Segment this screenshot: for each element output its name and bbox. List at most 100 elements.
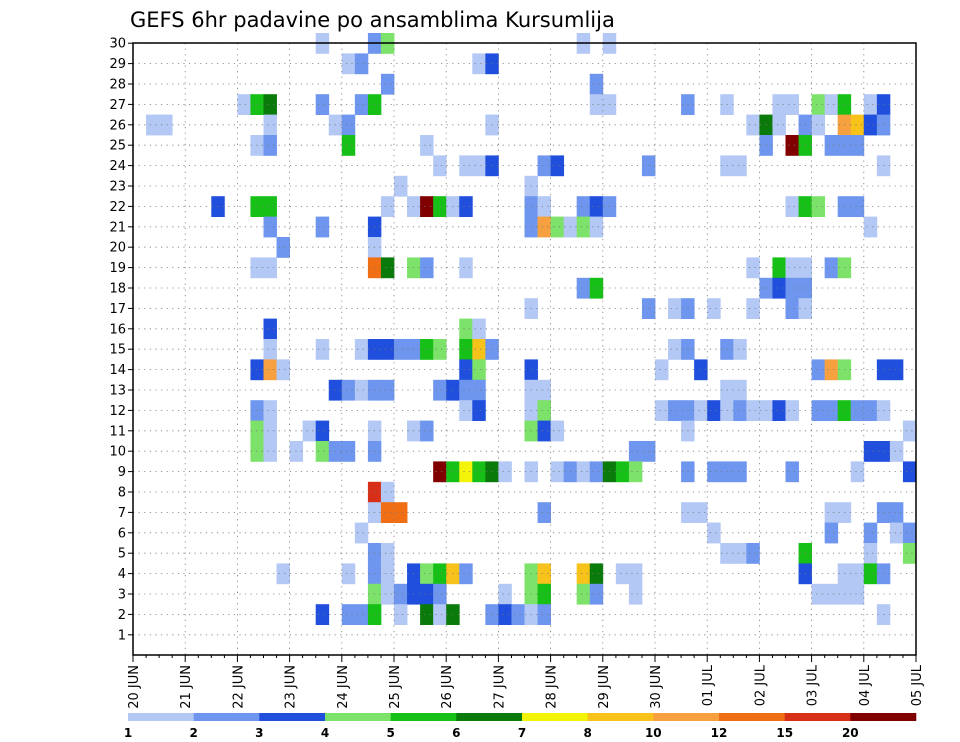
heatmap-cell (863, 94, 878, 115)
legend-swatch (719, 713, 785, 721)
legend-swatch (193, 713, 260, 721)
heatmap-cell (589, 196, 604, 217)
heatmap-cell (824, 583, 839, 605)
heatmap-cell (785, 196, 799, 217)
heatmap-cell (733, 543, 747, 564)
heatmap-cell (824, 94, 839, 115)
heatmap-cell (746, 543, 760, 564)
heatmap-cell (380, 196, 395, 217)
heatmap-cell (589, 583, 604, 605)
heatmap-cell (420, 339, 434, 360)
heatmap-cell (537, 420, 551, 442)
heatmap-cell (394, 583, 408, 605)
heatmap-cell (472, 155, 486, 177)
heatmap-cell (863, 543, 878, 564)
heatmap-cell (315, 339, 330, 360)
y-tick-label: 8 (118, 486, 126, 501)
heatmap-cell (341, 441, 356, 462)
legend-swatch (784, 713, 851, 721)
y-tick-label: 28 (109, 78, 126, 93)
heatmap-cell (276, 359, 290, 381)
y-tick-label: 4 (118, 567, 126, 582)
heatmap-cell (420, 135, 434, 156)
heatmap-cell (628, 441, 643, 462)
heatmap-cell (263, 257, 277, 279)
legend-swatch (456, 713, 523, 721)
heatmap-cell (655, 400, 669, 421)
y-axis: 1234567891011121314151617181920212223242… (109, 37, 133, 643)
heatmap-cell (459, 155, 473, 177)
heatmap-cell (394, 339, 408, 360)
heatmap-cell (785, 135, 799, 156)
heatmap-cell (733, 339, 747, 360)
legend-label: 4 (321, 726, 329, 740)
heatmap-cell (785, 277, 799, 299)
y-tick-label: 24 (109, 159, 126, 174)
heatmap-cell (707, 522, 721, 544)
y-tick-label: 15 (109, 343, 126, 358)
heatmap-cell (537, 379, 551, 401)
x-axis: 20 JUN 21 JUN 22 JUN 23 JUN 24 JUN 25 JUN 26 J… (127, 655, 925, 709)
heatmap-cell (420, 196, 434, 217)
y-tick-label: 7 (118, 506, 126, 521)
heatmap-cell (694, 359, 708, 381)
x-tick-label: 03 JUL (806, 664, 821, 706)
heatmap-cell (537, 216, 551, 238)
heatmap-cell (811, 114, 826, 136)
heatmap-cell (315, 441, 330, 462)
heatmap-cell (459, 257, 473, 279)
heatmap-cell (576, 563, 591, 585)
heatmap-cell (380, 73, 395, 95)
heatmap-cell (459, 339, 473, 360)
legend-label: 15 (776, 726, 793, 740)
y-tick-label: 29 (109, 57, 126, 72)
heatmap-cell (902, 522, 917, 544)
y-tick-label: 22 (109, 200, 126, 215)
heatmap-cell (785, 94, 799, 115)
heatmap-cell (589, 73, 604, 95)
x-tick-label: 23 JUN (284, 665, 299, 709)
heatmap-cell (511, 604, 525, 625)
heatmap-cell (628, 563, 643, 585)
heatmap-cell (354, 53, 369, 75)
heatmap-cell (433, 379, 447, 401)
heatmap-cell (394, 604, 408, 625)
legend-swatch (522, 713, 588, 721)
heatmap-cell (263, 400, 277, 421)
heatmap-cell (785, 298, 799, 319)
y-tick-label: 3 (118, 588, 126, 603)
y-tick-label: 20 (109, 241, 126, 256)
heatmap-cell (850, 400, 865, 421)
heatmap-cell (394, 502, 408, 523)
y-tick-label: 27 (109, 98, 126, 113)
heatmap-cell (472, 461, 486, 483)
heatmap-cell (850, 196, 865, 217)
legend-label: 7 (518, 726, 526, 740)
heatmap-cell (694, 502, 708, 523)
heatmap-cell (498, 461, 512, 483)
legend-label: 6 (452, 726, 460, 740)
heatmap-cell (263, 359, 277, 381)
heatmap-cell (589, 277, 604, 299)
heatmap-cell (772, 114, 786, 136)
heatmap-cell (537, 400, 551, 421)
heatmap-cell (615, 563, 630, 585)
heatmap-cell (263, 339, 277, 360)
heatmap-cell (668, 339, 682, 360)
heatmap-cell (341, 604, 356, 625)
heatmap-cell (420, 583, 434, 605)
heatmap-cell (550, 216, 565, 238)
heatmap-cell (576, 461, 591, 483)
y-tick-label: 25 (109, 139, 126, 154)
heatmap-cell (889, 522, 904, 544)
legend-label: 10 (645, 726, 662, 740)
y-tick-label: 18 (109, 282, 126, 297)
heatmap-cell (354, 604, 369, 625)
heatmap-cell (459, 359, 473, 381)
heatmap-cell (824, 257, 839, 279)
heatmap-cell (276, 563, 290, 585)
heatmap-cell (341, 379, 356, 401)
heatmap-cell (498, 604, 512, 625)
heatmap-cell (733, 461, 747, 483)
heatmap-cell (459, 318, 473, 340)
